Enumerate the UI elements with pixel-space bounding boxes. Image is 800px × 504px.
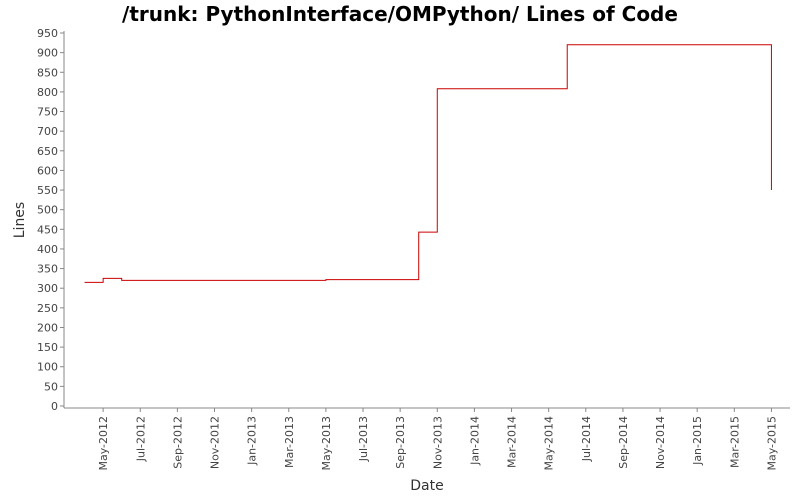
x-tick-label: Jan-2014 xyxy=(468,416,481,466)
x-tick-label: May-2015 xyxy=(765,416,778,471)
y-tick-label: 800 xyxy=(37,86,58,99)
x-tick-label: Sep-2012 xyxy=(171,416,184,469)
x-tick-label: May-2013 xyxy=(320,416,333,471)
x-tick-label: Jul-2012 xyxy=(134,416,147,462)
y-tick-label: 500 xyxy=(37,204,58,217)
x-tick-label: Jan-2015 xyxy=(691,416,704,466)
x-tick-label: Mar-2015 xyxy=(728,416,741,468)
line-series xyxy=(84,44,772,283)
x-tick-label: Jan-2013 xyxy=(246,416,259,466)
x-tick-label: Jul-2014 xyxy=(580,416,593,462)
y-tick-label: 200 xyxy=(37,321,58,334)
y-tick-label: 300 xyxy=(37,282,58,295)
y-tick-label: 850 xyxy=(37,66,58,79)
y-tick-label: 100 xyxy=(37,361,58,374)
x-tick-label: Sep-2013 xyxy=(394,416,407,469)
chart-title: /trunk: PythonInterface/OMPython/ Lines … xyxy=(122,2,678,26)
y-axis-label: Lines xyxy=(12,202,28,238)
y-tick-label: 900 xyxy=(37,47,58,60)
x-tick-label: Nov-2014 xyxy=(654,416,667,469)
y-tick-label: 600 xyxy=(37,164,58,177)
y-tick-label: 950 xyxy=(37,27,58,40)
x-axis-label: Date xyxy=(410,478,443,494)
y-tick-label: 50 xyxy=(44,380,58,393)
x-tick-label: Nov-2012 xyxy=(209,416,222,469)
y-tick-label: 700 xyxy=(37,125,58,138)
y-tick-label: 250 xyxy=(37,302,58,315)
y-tick-label: 550 xyxy=(37,184,58,197)
x-tick-label: Jul-2013 xyxy=(357,416,370,462)
x-tick-label: Nov-2013 xyxy=(431,416,444,469)
y-tick-label: 0 xyxy=(51,400,58,413)
plot-area xyxy=(66,31,790,408)
y-tick-label: 750 xyxy=(37,106,58,119)
x-tick-label: May-2014 xyxy=(543,416,556,471)
y-tick-label: 650 xyxy=(37,145,58,158)
y-tick-label: 350 xyxy=(37,263,58,276)
x-tick-label: Mar-2014 xyxy=(506,416,519,468)
x-tick-label: Mar-2013 xyxy=(283,416,296,468)
y-tick-label: 400 xyxy=(37,243,58,256)
y-tick-label: 450 xyxy=(37,223,58,236)
y-tick-label: 150 xyxy=(37,341,58,354)
x-tick-label: Sep-2014 xyxy=(617,416,630,469)
x-tick-label: May-2012 xyxy=(97,416,110,471)
